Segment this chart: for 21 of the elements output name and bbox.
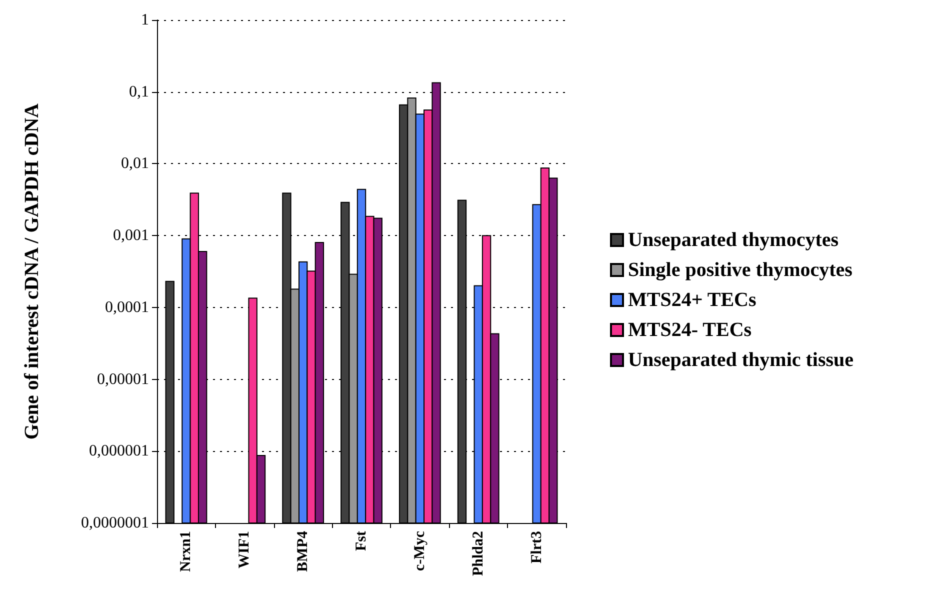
legend-label: Unseparated thymic tissue (628, 349, 854, 371)
y-tick-label: 0,001 (113, 227, 149, 244)
y-tick-label: 1 (141, 12, 149, 28)
y-axis-title: Gene of interest cDNA / GAPDH cDNA (21, 102, 43, 440)
legend-label: Unseparated thymocytes (628, 229, 839, 251)
y-tick-label: 0,1 (129, 83, 149, 100)
legend-label: MTS24+ TECs (628, 289, 756, 311)
x-tick-label: Flrt3 (528, 531, 545, 564)
x-tick-label: c-Myc (412, 530, 428, 571)
y-tick-label: 0,0001 (105, 298, 149, 316)
y-tick-label: 0,0000001 (81, 514, 149, 532)
x-tick-label: Nrxn1 (178, 531, 194, 572)
x-tick-label: Phlda2 (470, 531, 486, 576)
y-tick-label: 0,000001 (89, 442, 149, 460)
y-tick-label: 0,00001 (97, 370, 149, 388)
y-tick-label: 0,01 (121, 155, 149, 172)
x-tick-label: BMP4 (295, 530, 312, 572)
x-tick-label: Fst (354, 531, 370, 551)
legend-label: Single positive thymocytes (628, 259, 853, 281)
legend-label: MTS24- TECs (628, 319, 752, 341)
x-tick-label: WIF1 (236, 531, 253, 568)
